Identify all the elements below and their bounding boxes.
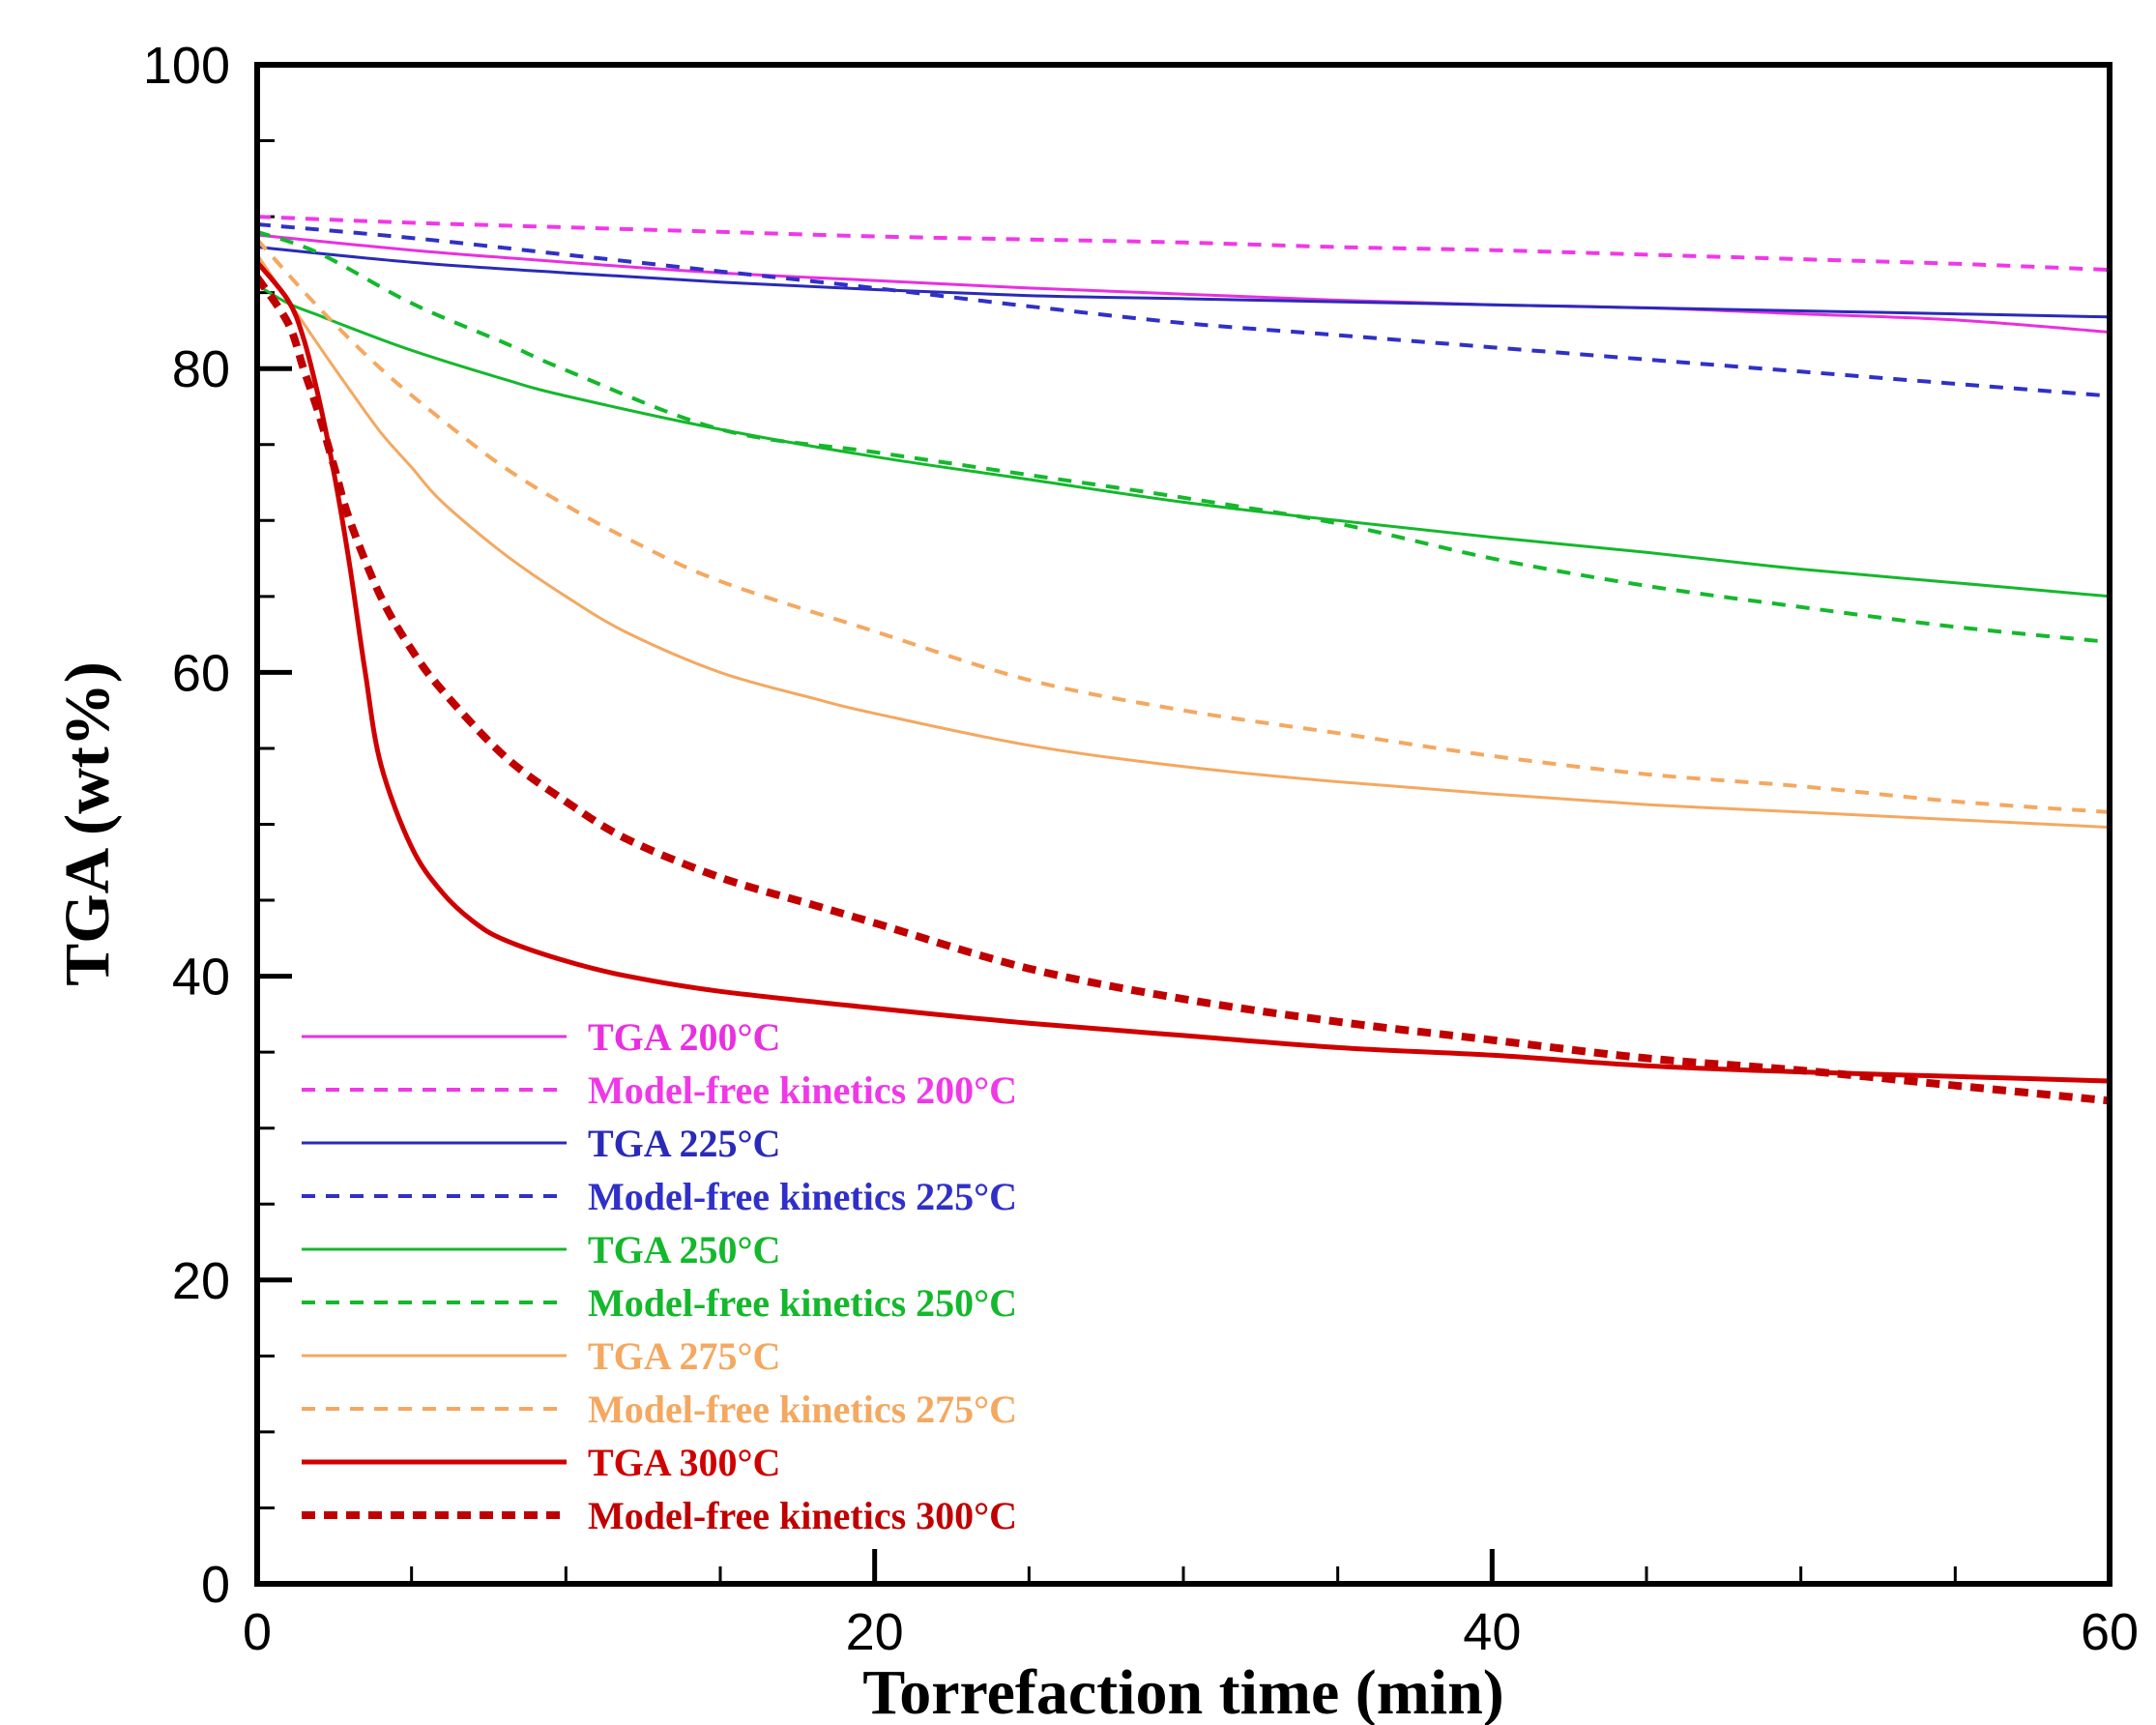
- x-tick-label: 0: [243, 1603, 272, 1661]
- y-tick-label: 100: [143, 37, 230, 95]
- series-line-tga-200-c: [256, 233, 2111, 334]
- series-line-tga-275-c: [255, 253, 2111, 830]
- legend-label-model-free-kinetics-225-c: Model-free kinetics 225°C: [588, 1175, 1017, 1218]
- x-tick-label: 40: [1463, 1603, 1521, 1661]
- axis-ticks: [257, 139, 1957, 1584]
- series-line-tga-300-c: [255, 260, 2111, 1084]
- x-tick-label: 20: [846, 1603, 904, 1661]
- legend: TGA 200°C Model-free kinetics 200°C TGA 22…: [302, 1015, 1017, 1537]
- legend-label-model-free-kinetics-300-c: Model-free kinetics 300°C: [588, 1494, 1017, 1537]
- legend-label-tga-225-c: TGA 225°C: [588, 1122, 780, 1165]
- y-tick-label: 40: [172, 949, 230, 1007]
- legend-label-model-free-kinetics-275-c: Model-free kinetics 275°C: [588, 1388, 1017, 1431]
- tick-labels: 0 20 40 60 0 20 40 60 80 100: [143, 37, 2139, 1661]
- series-line-model-free-kinetics-250-c: [256, 229, 2111, 644]
- x-tick-label: 60: [2081, 1603, 2139, 1661]
- y-tick-label: 60: [172, 644, 230, 702]
- series-line-model-free-kinetics-225-c: [256, 222, 2111, 398]
- legend-label-tga-200-c: TGA 200°C: [588, 1015, 780, 1059]
- series-line-tga-250-c: [256, 283, 2111, 599]
- series-lines: [253, 215, 2111, 1105]
- legend-label-tga-300-c: TGA 300°C: [588, 1441, 780, 1484]
- series-line-tga-225-c: [256, 246, 2111, 319]
- y-axis-title: TGA (wt%): [52, 661, 123, 985]
- series-line-model-free-kinetics-200-c: [256, 215, 2111, 273]
- legend-label-model-free-kinetics-200-c: Model-free kinetics 200°C: [588, 1068, 1017, 1112]
- legend-label-tga-275-c: TGA 275°C: [588, 1334, 780, 1378]
- series-line-model-free-kinetics-275-c: [255, 238, 2111, 814]
- y-tick-label: 20: [172, 1252, 230, 1310]
- legend-label-tga-250-c: TGA 250°C: [588, 1228, 780, 1272]
- plot-frame: [254, 62, 2112, 1587]
- y-tick-label: 0: [201, 1556, 230, 1614]
- series-line-model-free-kinetics-300-c: [253, 275, 2111, 1105]
- y-tick-label: 80: [172, 340, 230, 398]
- x-axis-title: Torrefaction time (min): [862, 1657, 1504, 1725]
- legend-label-model-free-kinetics-250-c: Model-free kinetics 250°C: [588, 1281, 1017, 1325]
